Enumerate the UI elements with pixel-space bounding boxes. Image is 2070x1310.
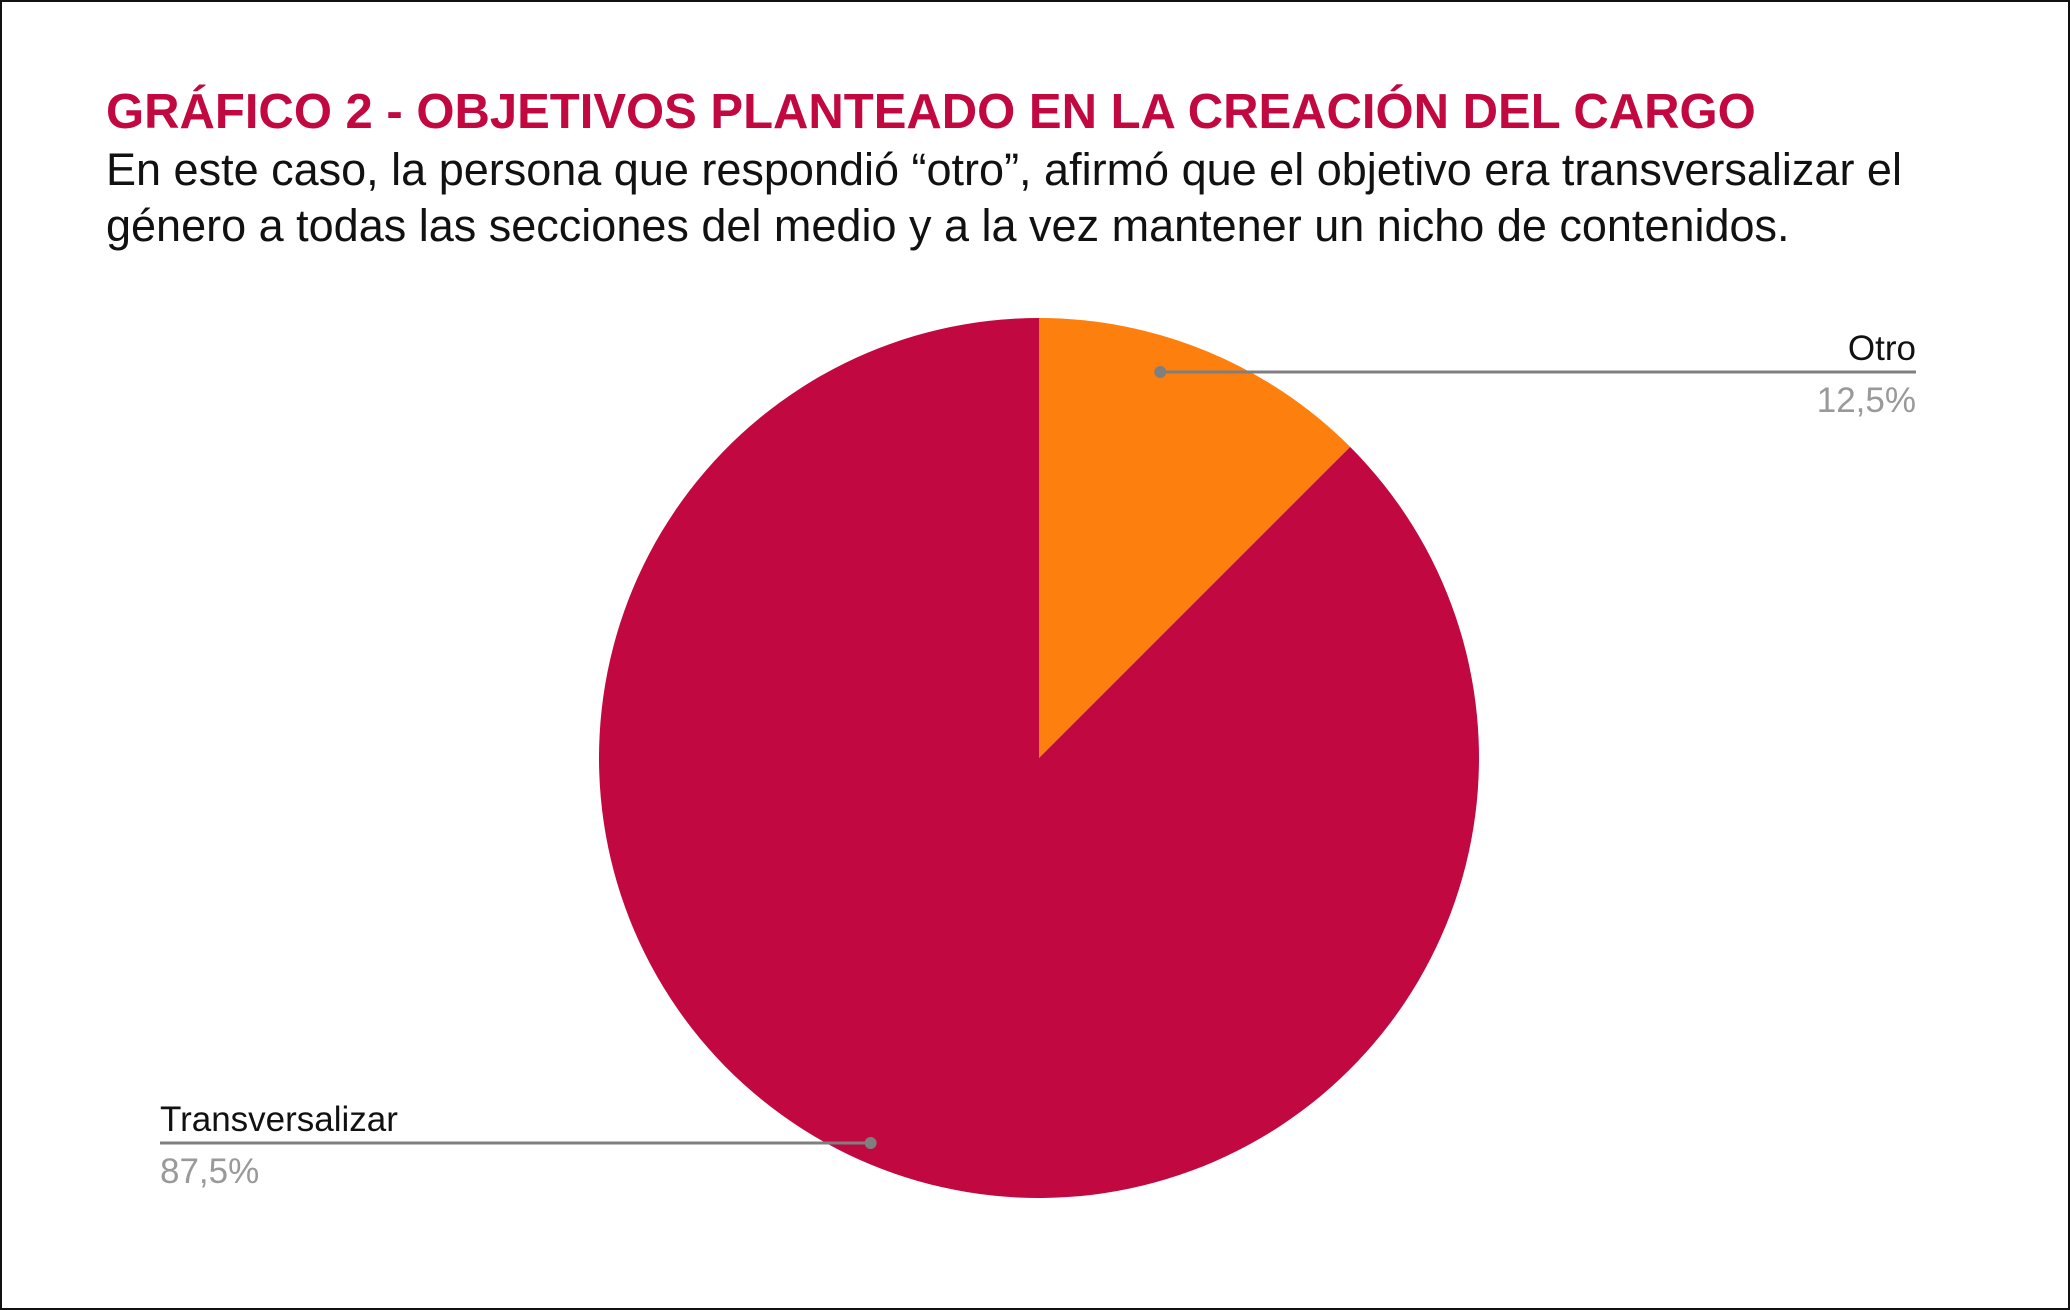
slice-percent-transversalizar: 87,5% xyxy=(160,1152,259,1191)
pie-slice-otro xyxy=(1039,318,1351,758)
chart-subtitle: En este caso, la persona que respondió “… xyxy=(106,144,1902,251)
pie-slice-transversalizar xyxy=(598,318,1479,1198)
leader-dot-transversalizar xyxy=(864,1137,877,1149)
pie-labels: Otro 12,5% Transversalizar 87,5% xyxy=(160,329,1916,1191)
chart-title: GRÁFICO 2 - OBJETIVOS PLANTEADO EN LA CR… xyxy=(106,85,1756,139)
leader-dot-otro xyxy=(1154,366,1167,378)
slice-label-otro: Otro xyxy=(1848,329,1916,368)
slice-label-transversalizar: Transversalizar xyxy=(160,1100,398,1139)
slice-percent-otro: 12,5% xyxy=(1817,381,1916,420)
pie-slices xyxy=(598,318,1479,1198)
